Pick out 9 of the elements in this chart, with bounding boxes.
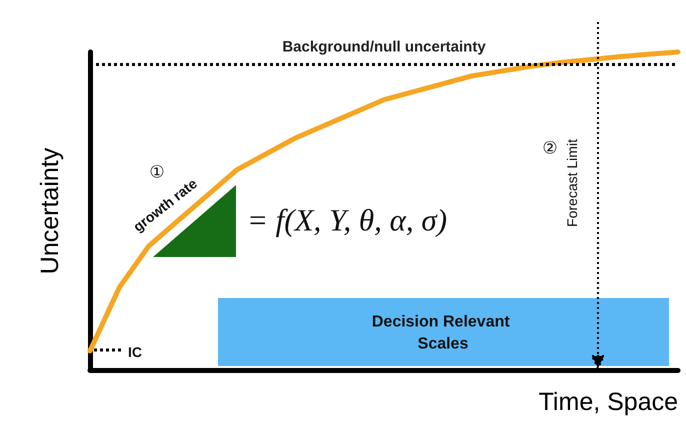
ref-line-label: Background/null uncertainty — [282, 38, 486, 56]
y-axis-title: Uncertainty — [36, 147, 64, 274]
annotation: ② — [542, 138, 558, 158]
annotation: ① — [149, 162, 165, 182]
annotation: = f(X, Y, θ, α, σ) — [247, 202, 448, 238]
x-axis-title: Time, Space — [538, 388, 678, 416]
annotation: IC — [128, 344, 142, 360]
annotation: Decision Relevant Scales — [372, 314, 514, 352]
annotation: Forecast Limit — [564, 138, 580, 227]
